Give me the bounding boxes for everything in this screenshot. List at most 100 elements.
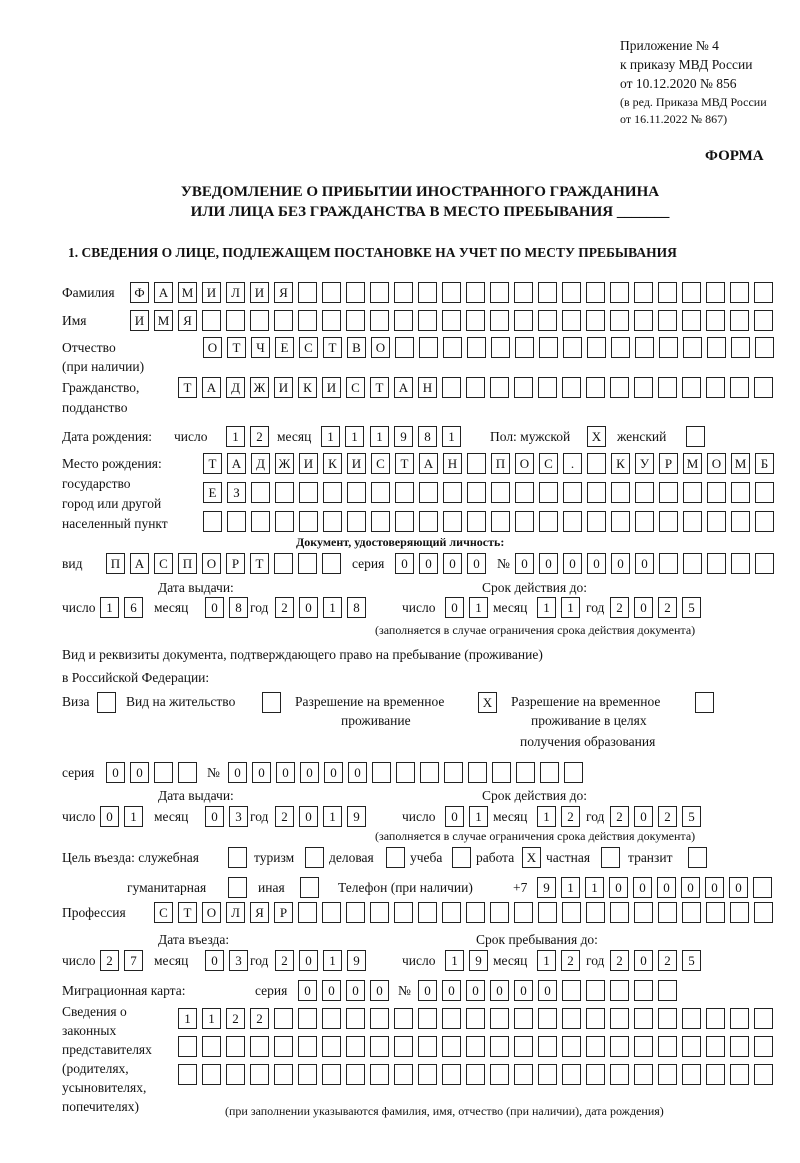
- char-cell[interactable]: [395, 337, 414, 358]
- char-cell[interactable]: [610, 1064, 629, 1085]
- char-cell[interactable]: 0: [563, 553, 582, 574]
- char-cell[interactable]: [202, 310, 221, 331]
- char-cell[interactable]: [610, 980, 629, 1001]
- char-cell[interactable]: 0: [609, 877, 628, 898]
- char-cell[interactable]: [466, 282, 485, 303]
- char-cell[interactable]: [395, 511, 414, 532]
- char-cell[interactable]: [442, 902, 461, 923]
- char-cell[interactable]: 9: [347, 806, 366, 827]
- char-cell[interactable]: [755, 511, 774, 532]
- char-cell[interactable]: [370, 1036, 389, 1057]
- char-cell[interactable]: 2: [658, 806, 677, 827]
- char-cell[interactable]: [467, 511, 486, 532]
- checkbox[interactable]: X: [522, 847, 541, 868]
- char-cell[interactable]: 2: [100, 950, 119, 971]
- char-cell[interactable]: [730, 377, 749, 398]
- char-cell[interactable]: А: [227, 453, 246, 474]
- char-cell[interactable]: [394, 902, 413, 923]
- char-cell[interactable]: Р: [226, 553, 245, 574]
- char-cell[interactable]: [706, 377, 725, 398]
- char-cell[interactable]: Т: [323, 337, 342, 358]
- char-cell[interactable]: [275, 482, 294, 503]
- char-cell[interactable]: [418, 1064, 437, 1085]
- char-cell[interactable]: А: [130, 553, 149, 574]
- char-cell[interactable]: 0: [298, 980, 317, 1001]
- char-cell[interactable]: Ф: [130, 282, 149, 303]
- char-cell[interactable]: [562, 282, 581, 303]
- char-cell[interactable]: [250, 1064, 269, 1085]
- char-cell[interactable]: П: [106, 553, 125, 574]
- char-cell[interactable]: [754, 1008, 773, 1029]
- char-cell[interactable]: [322, 902, 341, 923]
- char-cell[interactable]: 0: [515, 553, 534, 574]
- char-cell[interactable]: О: [203, 337, 222, 358]
- checkbox[interactable]: [695, 692, 714, 713]
- char-cell[interactable]: [466, 377, 485, 398]
- char-cell[interactable]: [611, 511, 630, 532]
- char-cell[interactable]: [202, 1036, 221, 1057]
- char-cell[interactable]: [538, 1064, 557, 1085]
- char-cell[interactable]: П: [491, 453, 510, 474]
- char-cell[interactable]: 1: [469, 806, 488, 827]
- char-cell[interactable]: [226, 1036, 245, 1057]
- checkbox[interactable]: [601, 847, 620, 868]
- char-cell[interactable]: [202, 1064, 221, 1085]
- char-cell[interactable]: [490, 1064, 509, 1085]
- char-cell[interactable]: 1: [537, 950, 556, 971]
- char-cell[interactable]: Е: [203, 482, 222, 503]
- checkbox[interactable]: X: [478, 692, 497, 713]
- char-cell[interactable]: [707, 553, 726, 574]
- char-cell[interactable]: С: [154, 902, 173, 923]
- char-cell[interactable]: [418, 1036, 437, 1057]
- char-cell[interactable]: [634, 1036, 653, 1057]
- char-cell[interactable]: [682, 377, 701, 398]
- char-cell[interactable]: Р: [274, 902, 293, 923]
- char-cell[interactable]: [587, 482, 606, 503]
- char-cell[interactable]: 1: [537, 806, 556, 827]
- char-cell[interactable]: 0: [681, 877, 700, 898]
- char-cell[interactable]: [420, 762, 439, 783]
- char-cell[interactable]: [515, 337, 534, 358]
- char-cell[interactable]: [491, 482, 510, 503]
- char-cell[interactable]: 1: [323, 950, 342, 971]
- char-cell[interactable]: [706, 310, 725, 331]
- char-cell[interactable]: Я: [178, 310, 197, 331]
- char-cell[interactable]: 0: [611, 553, 630, 574]
- char-cell[interactable]: [394, 1008, 413, 1029]
- char-cell[interactable]: [418, 310, 437, 331]
- char-cell[interactable]: Ж: [275, 453, 294, 474]
- char-cell[interactable]: [466, 310, 485, 331]
- char-cell[interactable]: 2: [275, 597, 294, 618]
- char-cell[interactable]: [466, 902, 485, 923]
- char-cell[interactable]: [178, 762, 197, 783]
- char-cell[interactable]: 2: [561, 950, 580, 971]
- char-cell[interactable]: [658, 282, 677, 303]
- char-cell[interactable]: С: [539, 453, 558, 474]
- char-cell[interactable]: [610, 902, 629, 923]
- checkbox[interactable]: [262, 692, 281, 713]
- char-cell[interactable]: [563, 482, 582, 503]
- char-cell[interactable]: [755, 553, 774, 574]
- char-cell[interactable]: [586, 902, 605, 923]
- char-cell[interactable]: 0: [635, 553, 654, 574]
- char-cell[interactable]: [490, 282, 509, 303]
- char-cell[interactable]: [466, 1036, 485, 1057]
- char-cell[interactable]: С: [371, 453, 390, 474]
- char-cell[interactable]: Т: [178, 902, 197, 923]
- char-cell[interactable]: [298, 310, 317, 331]
- char-cell[interactable]: Я: [250, 902, 269, 923]
- char-cell[interactable]: [634, 377, 653, 398]
- char-cell[interactable]: [467, 453, 486, 474]
- char-cell[interactable]: 2: [658, 597, 677, 618]
- char-cell[interactable]: [442, 1008, 461, 1029]
- checkbox[interactable]: [305, 847, 324, 868]
- char-cell[interactable]: 0: [419, 553, 438, 574]
- char-cell[interactable]: [227, 511, 246, 532]
- char-cell[interactable]: [754, 377, 773, 398]
- char-cell[interactable]: [274, 553, 293, 574]
- char-cell[interactable]: [754, 1036, 773, 1057]
- char-cell[interactable]: 5: [682, 806, 701, 827]
- char-cell[interactable]: [442, 1064, 461, 1085]
- char-cell[interactable]: 0: [300, 762, 319, 783]
- char-cell[interactable]: [492, 762, 511, 783]
